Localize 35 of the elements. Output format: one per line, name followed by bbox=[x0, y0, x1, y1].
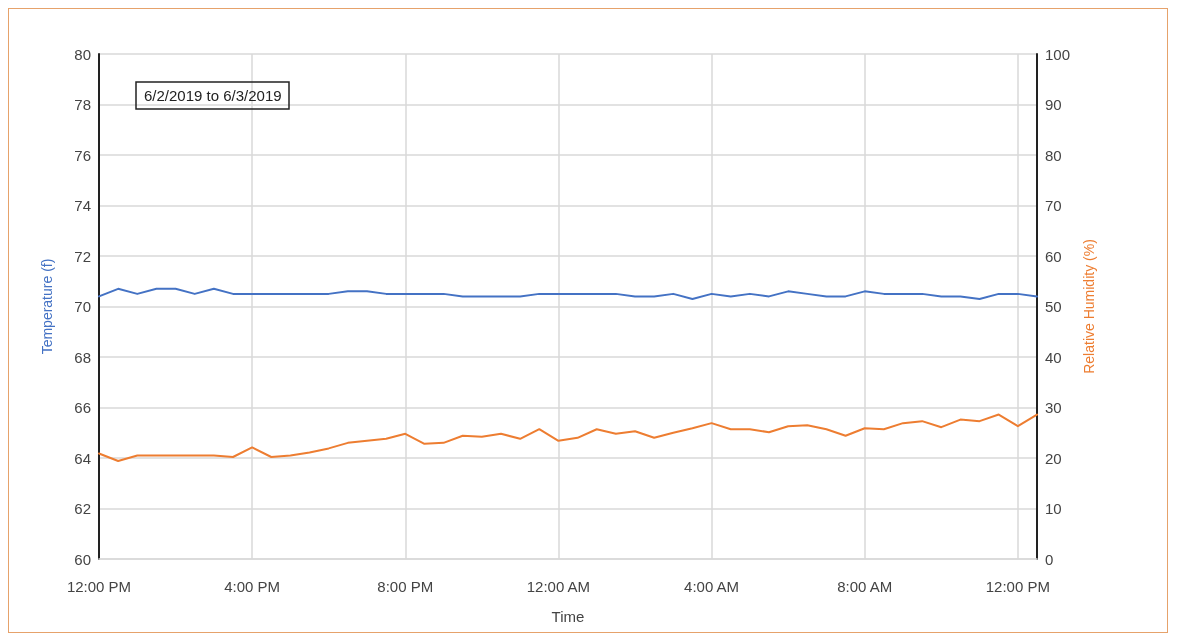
y2-tick-label: 30 bbox=[1045, 399, 1062, 416]
y-tick-label: 74 bbox=[74, 197, 91, 214]
y2-tick-label: 0 bbox=[1045, 550, 1054, 568]
y-tick-label: 70 bbox=[74, 298, 91, 315]
y2-tick-label: 60 bbox=[1045, 247, 1062, 265]
x-axis-title: Time bbox=[551, 608, 585, 625]
y-tick-label: 64 bbox=[74, 449, 91, 467]
y-tick-label: 68 bbox=[74, 348, 91, 366]
y-tick-label: 76 bbox=[74, 146, 91, 164]
y2-tick-label: 70 bbox=[1045, 197, 1062, 214]
x-tick-label: 4:00 PM bbox=[224, 578, 281, 595]
x-tick-label: 12:00 PM bbox=[985, 578, 1050, 595]
y2-tick-label: 50 bbox=[1045, 298, 1062, 315]
line-series bbox=[98, 287, 1038, 300]
y2-tick-label: 100 bbox=[1045, 45, 1071, 63]
y2-tick-label: 90 bbox=[1045, 96, 1062, 113]
y-tick-label: 78 bbox=[74, 96, 91, 113]
y-axis-title: Temperature (f) bbox=[39, 258, 55, 355]
y2-axis-title: Relative Humidity (%) bbox=[1081, 239, 1097, 374]
y2-tick-label: 40 bbox=[1045, 348, 1062, 366]
x-tick-label: 8:00 PM bbox=[377, 578, 434, 595]
x-tick-label: 4:00 AM bbox=[684, 578, 740, 595]
y-tick-label: 62 bbox=[74, 500, 91, 517]
y2-tick-label: 80 bbox=[1045, 146, 1062, 164]
y-tick-label: 66 bbox=[74, 399, 91, 416]
y-tick-label: 60 bbox=[74, 550, 91, 568]
y2-tick-label: 20 bbox=[1045, 449, 1062, 467]
x-tick-label: 12:00 PM bbox=[66, 578, 132, 595]
line-series bbox=[98, 413, 1038, 463]
y-tick-label: 80 bbox=[74, 45, 91, 63]
y2-tick-label: 10 bbox=[1045, 500, 1062, 517]
y-tick-label: 72 bbox=[74, 247, 91, 265]
annotation: 6/2/2019 to 6/3/2019 bbox=[144, 87, 282, 104]
x-tick-label: 12:00 AM bbox=[526, 578, 591, 595]
x-tick-label: 8:00 AM bbox=[837, 578, 893, 595]
